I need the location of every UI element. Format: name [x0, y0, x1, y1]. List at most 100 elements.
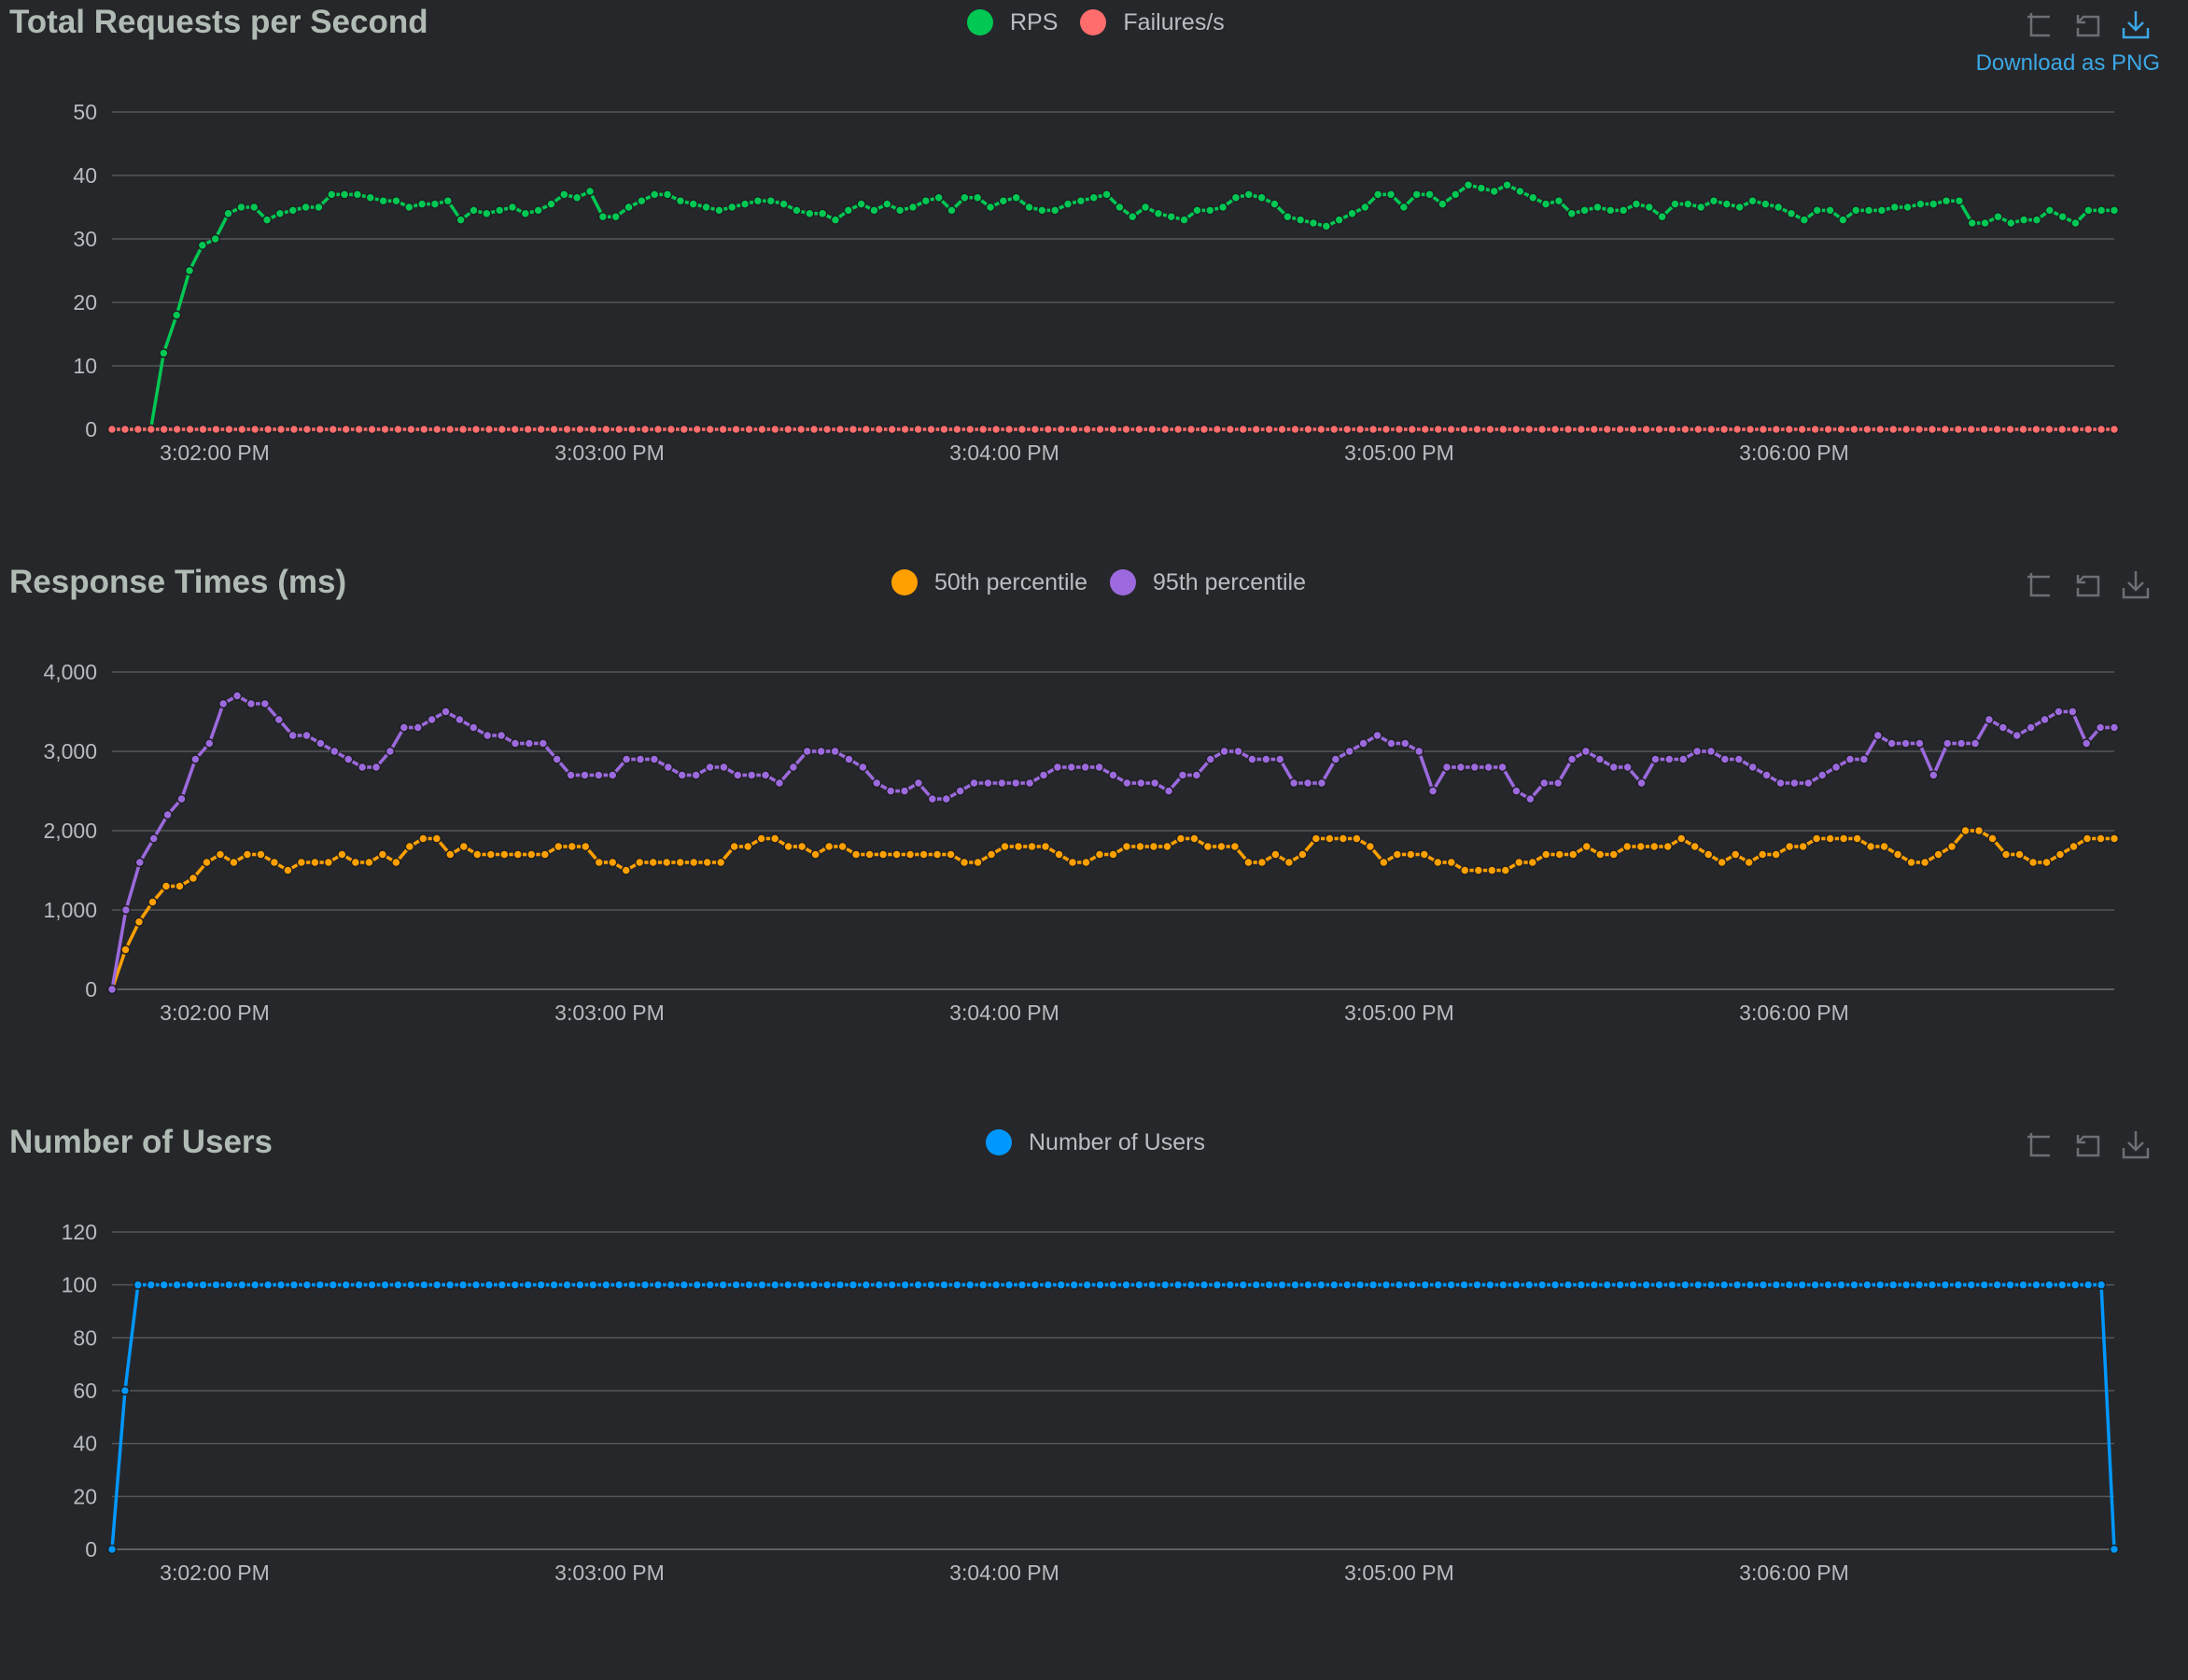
data-point[interactable] — [559, 189, 569, 200]
data-point[interactable] — [1677, 754, 1689, 764]
data-point[interactable] — [202, 857, 212, 868]
data-point[interactable] — [1199, 1280, 1210, 1290]
zoom-icon[interactable] — [2024, 9, 2054, 39]
data-point[interactable] — [990, 424, 1002, 435]
data-point[interactable] — [1108, 849, 1118, 860]
data-point[interactable] — [1400, 738, 1410, 749]
data-point[interactable] — [692, 1280, 703, 1290]
data-point[interactable] — [1732, 424, 1743, 435]
data-point[interactable] — [445, 849, 456, 860]
data-point[interactable] — [2070, 217, 2081, 229]
data-point[interactable] — [1341, 424, 1353, 435]
data-point[interactable] — [455, 714, 465, 725]
data-point[interactable] — [229, 857, 239, 868]
data-point[interactable] — [470, 424, 482, 435]
data-point[interactable] — [2055, 849, 2066, 860]
data-point[interactable] — [119, 1385, 131, 1396]
data-point[interactable] — [899, 786, 910, 796]
data-point[interactable] — [733, 770, 743, 780]
data-point[interactable] — [1406, 849, 1416, 860]
data-point[interactable] — [302, 1280, 313, 1290]
data-point[interactable] — [1054, 849, 1064, 860]
data-point[interactable] — [1498, 424, 1508, 435]
data-point[interactable] — [198, 1280, 208, 1290]
data-point[interactable] — [652, 1280, 664, 1290]
data-point[interactable] — [1514, 857, 1524, 868]
data-point[interactable] — [1540, 199, 1551, 209]
data-point[interactable] — [549, 1280, 559, 1290]
data-point[interactable] — [1166, 211, 1177, 222]
data-point[interactable] — [652, 424, 664, 435]
data-point[interactable] — [1056, 424, 1067, 435]
data-point[interactable] — [1879, 841, 1889, 852]
data-point[interactable] — [1852, 833, 1862, 844]
data-point[interactable] — [1927, 1280, 1938, 1290]
data-point[interactable] — [1321, 221, 1332, 231]
data-point[interactable] — [1823, 424, 1833, 435]
data-point[interactable] — [497, 424, 508, 435]
data-point[interactable] — [1251, 424, 1261, 435]
data-point[interactable] — [536, 424, 546, 435]
data-point[interactable] — [1563, 1280, 1574, 1290]
data-point[interactable] — [739, 199, 750, 209]
data-point[interactable] — [1264, 1280, 1274, 1290]
data-point[interactable] — [1329, 424, 1339, 435]
data-point[interactable] — [843, 205, 854, 216]
data-point[interactable] — [1797, 1280, 1807, 1290]
data-point[interactable] — [848, 424, 859, 435]
data-point[interactable] — [507, 202, 518, 213]
data-point[interactable] — [1784, 841, 1795, 852]
data-point[interactable] — [1122, 777, 1132, 789]
data-point[interactable] — [913, 424, 923, 435]
data-point[interactable] — [296, 857, 307, 868]
data-point[interactable] — [1483, 762, 1494, 773]
data-point[interactable] — [224, 1280, 234, 1290]
data-point[interactable] — [256, 849, 266, 860]
data-point[interactable] — [315, 424, 326, 435]
data-point[interactable] — [1473, 865, 1484, 875]
data-point[interactable] — [419, 424, 429, 435]
data-point[interactable] — [120, 904, 132, 916]
data-point[interactable] — [1849, 424, 1859, 435]
data-point[interactable] — [302, 424, 313, 435]
download-icon[interactable] — [2121, 569, 2151, 599]
data-point[interactable] — [624, 202, 634, 213]
data-point[interactable] — [796, 841, 807, 852]
data-point[interactable] — [941, 793, 951, 805]
data-point[interactable] — [816, 746, 826, 757]
data-point[interactable] — [1721, 199, 1732, 209]
data-point[interactable] — [1849, 1280, 1859, 1290]
data-point[interactable] — [1914, 1280, 1925, 1290]
data-point[interactable] — [2018, 1280, 2028, 1290]
data-point[interactable] — [364, 857, 374, 868]
data-point[interactable] — [1515, 186, 1525, 197]
data-point[interactable] — [1043, 1280, 1054, 1290]
data-point[interactable] — [1365, 841, 1376, 852]
data-point[interactable] — [1233, 746, 1243, 757]
data-point[interactable] — [540, 849, 551, 860]
data-point[interactable] — [1205, 205, 1215, 216]
data-point[interactable] — [1900, 738, 1911, 749]
data-point[interactable] — [1446, 1280, 1456, 1290]
data-point[interactable] — [1498, 1280, 1508, 1290]
data-point[interactable] — [1589, 1280, 1600, 1290]
data-point[interactable] — [1381, 1280, 1392, 1290]
data-point[interactable] — [1082, 1280, 1092, 1290]
data-point[interactable] — [588, 1280, 598, 1290]
data-point[interactable] — [715, 857, 726, 868]
data-point[interactable] — [1101, 189, 1112, 200]
data-point[interactable] — [1940, 1280, 1951, 1290]
data-point[interactable] — [2069, 841, 2079, 852]
data-point[interactable] — [1680, 1280, 1690, 1290]
data-point[interactable] — [1580, 746, 1592, 757]
data-point[interactable] — [1836, 424, 1846, 435]
data-point[interactable] — [1747, 195, 1758, 206]
data-point[interactable] — [2109, 205, 2120, 216]
data-point[interactable] — [2018, 424, 2028, 435]
data-point[interactable] — [2040, 714, 2050, 725]
data-point[interactable] — [469, 722, 479, 733]
data-point[interactable] — [365, 192, 376, 203]
data-point[interactable] — [146, 1280, 157, 1290]
data-point[interactable] — [1641, 1280, 1651, 1290]
data-point[interactable] — [176, 793, 187, 805]
